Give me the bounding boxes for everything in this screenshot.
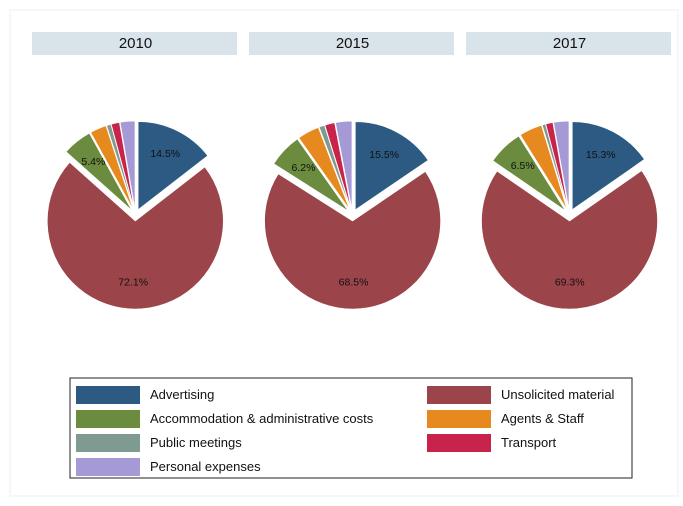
pie-slice: [298, 127, 350, 210]
panel-title: 2010: [119, 35, 152, 52]
legend-swatch: [427, 410, 491, 428]
pie-slice: [318, 124, 351, 210]
pie-slice: [571, 121, 645, 211]
legend-label: Transport: [501, 435, 557, 450]
panel-title-bar: [32, 32, 237, 55]
data-label: 6.2%: [292, 162, 316, 174]
pie-slice: [324, 122, 352, 210]
pie-slice: [47, 161, 224, 310]
legend-swatch: [76, 458, 140, 476]
pie-slice: [492, 135, 566, 211]
pie-slice: [65, 132, 133, 211]
pie-slice: [106, 123, 135, 210]
data-label: 15.5%: [369, 149, 399, 161]
pie-slice: [119, 120, 136, 210]
pie-slice: [273, 138, 349, 212]
legend-swatch: [76, 434, 140, 452]
data-label: 69.3%: [555, 276, 585, 288]
legend-label: Advertising: [150, 387, 214, 402]
pie-slice: [541, 123, 569, 210]
pie-slice: [264, 171, 441, 310]
legend-label: Accommodation & administrative costs: [150, 411, 374, 426]
data-label: 68.5%: [339, 276, 369, 288]
legend-label: Personal expenses: [150, 459, 261, 474]
legend-swatch: [427, 434, 491, 452]
legend-label: Agents & Staff: [501, 411, 584, 426]
data-label: 5.4%: [81, 156, 105, 168]
pie-slice: [335, 120, 353, 210]
panel-title-bar: [466, 32, 671, 55]
pie-slice: [355, 121, 429, 211]
pie-slice: [110, 122, 135, 210]
legend-label: Unsolicited material: [501, 387, 615, 402]
pie-slice: [519, 124, 568, 210]
legend-swatch: [76, 386, 140, 404]
panel-title: 2017: [553, 35, 586, 52]
legend-swatch: [427, 386, 491, 404]
panel-title: 2015: [336, 35, 369, 52]
data-label: 72.1%: [118, 276, 148, 288]
pie-slice: [553, 120, 570, 210]
legend-swatch: [76, 410, 140, 428]
panel-title-bar: [249, 32, 454, 55]
data-label: 15.3%: [586, 149, 616, 161]
pie-slice: [90, 125, 134, 210]
data-label: 14.5%: [150, 148, 180, 160]
data-label: 6.5%: [511, 160, 535, 172]
pie-slice: [545, 122, 569, 210]
legend-box: [69, 377, 633, 479]
legend-label: Public meetings: [150, 435, 242, 450]
pie-slice: [137, 121, 209, 211]
pie-slice: [481, 170, 658, 310]
